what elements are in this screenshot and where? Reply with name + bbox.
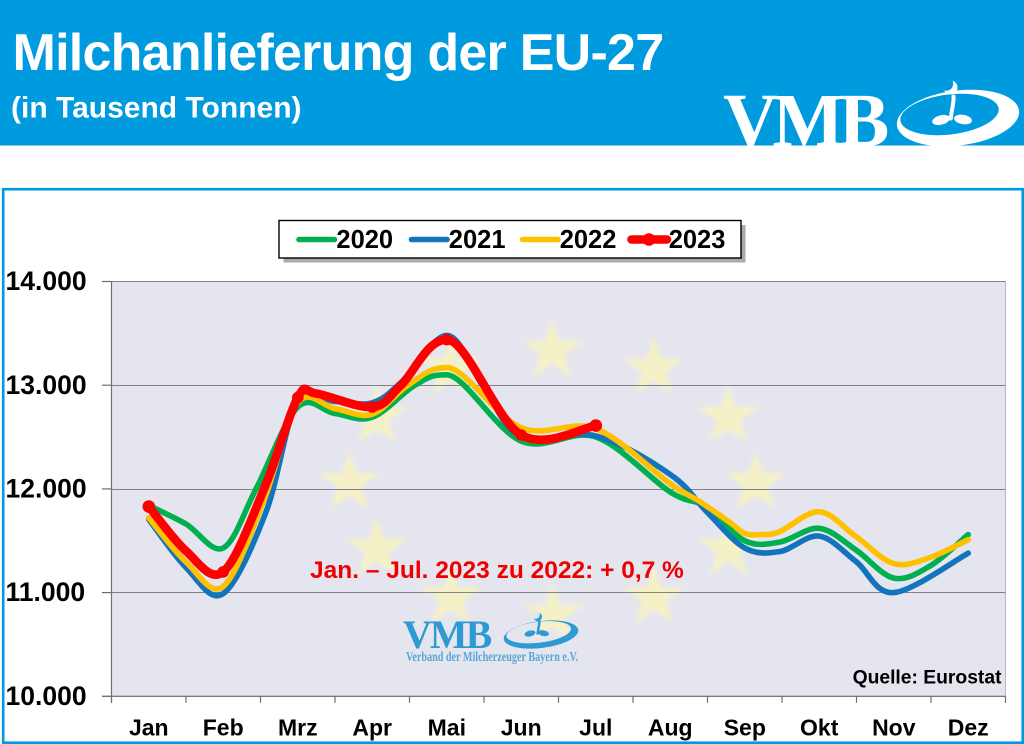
svg-text:Verband der Milcherzeuger Baye: Verband der Milcherzeuger Bayern e.V.	[406, 649, 578, 664]
svg-text:2023: 2023	[669, 226, 726, 254]
svg-text:VMB: VMB	[723, 79, 888, 163]
svg-text:14.000: 14.000	[6, 266, 87, 296]
svg-text:Jan: Jan	[129, 715, 169, 741]
svg-text:13.000: 13.000	[6, 370, 87, 400]
svg-text:10.000: 10.000	[6, 681, 87, 711]
svg-text:Jun: Jun	[501, 715, 542, 741]
svg-text:Mai: Mai	[428, 715, 466, 741]
svg-text:2021: 2021	[449, 226, 506, 254]
svg-text:Milchanlieferung der EU-27: Milchanlieferung der EU-27	[13, 24, 664, 82]
svg-text:Dez: Dez	[948, 715, 989, 741]
svg-text:Feb: Feb	[203, 715, 244, 741]
svg-text:Apr: Apr	[352, 715, 392, 741]
svg-text:Mrz: Mrz	[278, 715, 318, 741]
svg-text:2020: 2020	[336, 226, 393, 254]
svg-text:11.000: 11.000	[6, 577, 86, 607]
svg-text:2022: 2022	[560, 226, 617, 254]
svg-text:Jan. – Jul. 2023 zu 2022: + 0,: Jan. – Jul. 2023 zu 2022: + 0,7 %	[310, 557, 684, 584]
svg-text:(in Tausend Tonnen): (in Tausend Tonnen)	[11, 92, 302, 125]
svg-text:Sep: Sep	[724, 715, 766, 741]
svg-text:Jul: Jul	[579, 715, 612, 741]
svg-text:Quelle: Eurostat: Quelle: Eurostat	[853, 668, 1003, 689]
svg-text:Nov: Nov	[872, 715, 916, 741]
svg-text:12.000: 12.000	[6, 474, 87, 504]
svg-text:VMB: VMB	[403, 612, 492, 657]
svg-text:Aug: Aug	[648, 715, 693, 741]
svg-text:Okt: Okt	[800, 715, 839, 741]
